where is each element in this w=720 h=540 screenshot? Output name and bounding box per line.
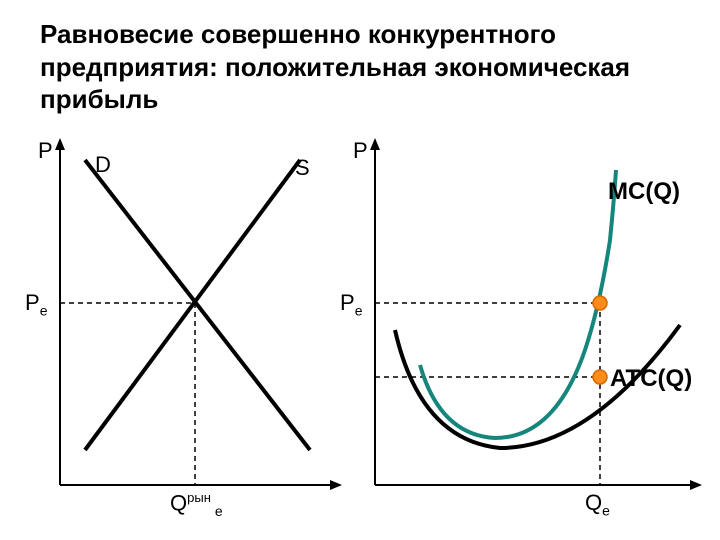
point-atc-qe — [593, 370, 607, 384]
chart-area: P D S Pe Qрынe P Pe MC(Q) ATC(Q) Qe — [0, 130, 720, 530]
right-p-label: P — [353, 138, 368, 164]
right-pe-label: Pe — [340, 290, 362, 318]
s-label: S — [295, 155, 310, 181]
d-label: D — [95, 152, 111, 178]
mc-label: MC(Q) — [608, 178, 680, 206]
right-y-arrow — [370, 138, 380, 150]
atc-label: ATC(Q) — [610, 365, 692, 393]
qe-label: Qe — [585, 490, 610, 518]
left-pe-label: Pe — [25, 290, 47, 318]
point-mc-pe — [593, 296, 607, 310]
mc-curve — [420, 170, 616, 438]
page-title: Равновесие совершенно конкурентного пред… — [40, 18, 690, 116]
left-p-label: P — [38, 138, 53, 164]
left-x-arrow — [330, 480, 342, 490]
left-y-arrow — [55, 138, 65, 150]
right-x-arrow — [690, 480, 702, 490]
left-q-label: Qрынe — [170, 490, 223, 519]
